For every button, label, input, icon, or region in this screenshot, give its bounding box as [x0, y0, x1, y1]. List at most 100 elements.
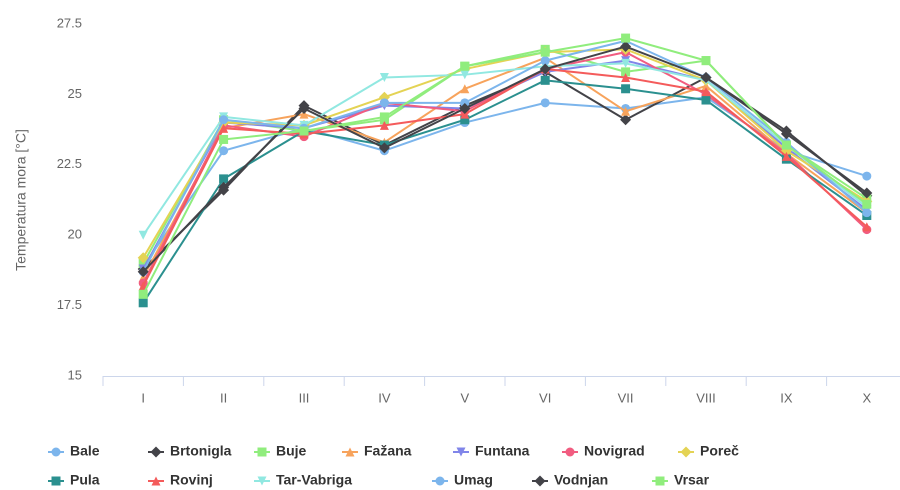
legend-item: Funtana	[453, 443, 530, 459]
series-line	[142, 68, 868, 287]
legend-item: Pula	[48, 472, 100, 488]
marker	[379, 73, 389, 83]
series-line	[142, 79, 868, 304]
marker	[219, 123, 229, 133]
legend-item: Novigrad	[562, 443, 645, 459]
y-tick-label: 22.5	[57, 156, 82, 171]
marker	[781, 151, 791, 161]
marker	[781, 140, 791, 150]
marker	[138, 230, 148, 240]
marker	[456, 447, 466, 457]
legend-text: Tar-Vabriga	[276, 472, 352, 488]
marker	[621, 67, 631, 77]
x-tick-label: IV	[378, 390, 391, 405]
legend-text: Bale	[70, 443, 100, 459]
x-tick-label: III	[299, 390, 310, 405]
marker	[299, 126, 309, 136]
marker	[138, 289, 148, 299]
marker	[780, 128, 792, 140]
marker	[219, 134, 229, 144]
marker	[460, 70, 470, 80]
series-line	[142, 51, 868, 284]
marker	[219, 115, 229, 125]
series-line	[142, 62, 868, 236]
marker	[257, 476, 267, 486]
marker	[701, 81, 711, 91]
legend-text: Vrsar	[674, 472, 710, 488]
marker	[138, 258, 148, 268]
y-tick-label: 15	[68, 367, 82, 382]
marker	[460, 109, 470, 119]
legend-text: Buje	[276, 443, 307, 459]
marker	[151, 476, 161, 486]
marker	[219, 146, 229, 156]
x-tick-label: VIII	[696, 390, 716, 405]
marker	[540, 98, 550, 108]
legend-text: Vodnjan	[554, 472, 608, 488]
marker	[701, 95, 711, 105]
marker	[534, 475, 546, 487]
marker	[137, 252, 149, 264]
legend-text: Funtana	[475, 443, 530, 459]
legend-text: Rovinj	[170, 472, 213, 488]
legend-item: Tar-Vabriga	[254, 472, 352, 488]
x-tick-label: I	[141, 390, 145, 405]
legend-item: Rovinj	[148, 472, 213, 488]
marker	[51, 447, 61, 457]
marker	[565, 447, 575, 457]
legend-item: Fažana	[342, 443, 412, 459]
marker	[862, 199, 872, 209]
legend-item: Umag	[432, 472, 493, 488]
marker	[299, 109, 309, 119]
marker	[460, 84, 470, 94]
legend-item: Buje	[254, 443, 307, 459]
marker	[655, 476, 665, 486]
series	[138, 53, 872, 282]
legend-text: Novigrad	[584, 443, 645, 459]
legend-item: Brtonigla	[148, 443, 232, 459]
series-line	[142, 45, 868, 273]
y-tick-label: 20	[68, 227, 82, 242]
marker	[701, 87, 711, 97]
marker	[701, 56, 711, 66]
marker	[379, 112, 389, 122]
marker	[680, 446, 692, 458]
series-line	[142, 70, 868, 270]
marker	[540, 75, 550, 85]
marker	[620, 41, 632, 53]
marker	[138, 298, 148, 308]
x-tick-label: V	[460, 390, 469, 405]
legend-text: Pula	[70, 472, 100, 488]
marker	[621, 84, 631, 94]
marker	[539, 63, 551, 75]
series	[138, 47, 872, 288]
marker	[862, 222, 872, 232]
series-line	[142, 39, 868, 273]
series	[138, 64, 872, 291]
series	[138, 44, 872, 268]
marker	[51, 476, 61, 486]
marker	[620, 114, 632, 126]
x-tick-label: VI	[539, 390, 551, 405]
marker	[861, 187, 873, 199]
marker	[298, 102, 310, 114]
marker	[378, 142, 390, 154]
legend-item: Poreč	[678, 443, 739, 459]
series	[138, 33, 872, 299]
y-tick-label: 17.5	[57, 297, 82, 312]
legend-item: Vodnjan	[532, 472, 608, 488]
legend-text: Poreč	[700, 443, 739, 459]
marker	[862, 171, 872, 181]
series	[138, 58, 872, 240]
marker	[621, 73, 631, 83]
legend-text: Brtonigla	[170, 443, 232, 459]
legend-text: Umag	[454, 472, 493, 488]
marker	[621, 106, 631, 116]
series-line	[142, 37, 868, 295]
series	[137, 43, 873, 264]
marker	[150, 446, 162, 458]
marker	[540, 56, 550, 66]
marker	[137, 266, 149, 278]
marker	[219, 174, 229, 184]
